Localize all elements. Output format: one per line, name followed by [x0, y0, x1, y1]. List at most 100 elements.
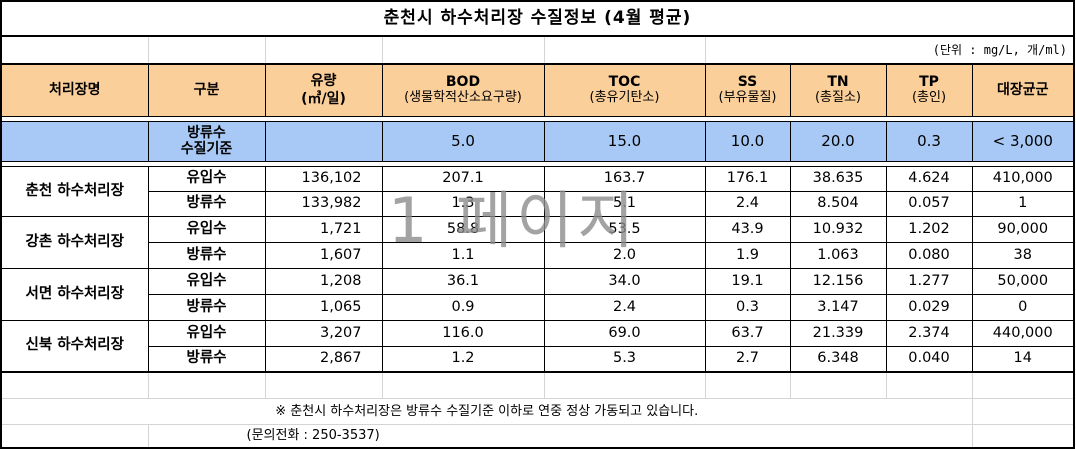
footnote: ※ 춘천시 하수처리장은 방류수 수질기준 이하로 연중 정상 가동되고 있습니…: [0, 397, 973, 425]
coliform-value: 90,000: [971, 215, 1075, 243]
blank-cell: [147, 371, 266, 399]
standard-blank: [0, 120, 149, 162]
standard-coliform: < 3,000: [971, 120, 1075, 162]
tp-value: 4.624: [885, 165, 973, 192]
header-tn: TN (총질소): [789, 63, 887, 117]
tp-value: 1.277: [885, 267, 973, 295]
standard-bod: 5.0: [381, 120, 545, 162]
table-row: 신북 하수처리장 유입수 3,207 116.0 69.0 63.7 21.33…: [0, 319, 1075, 373]
row-kind: 방류수: [147, 241, 266, 269]
ss-value: 1.9: [704, 241, 791, 269]
tp-value: 0.080: [885, 241, 973, 269]
tn-value: 3.147: [789, 293, 887, 321]
flow-value: 133,982: [264, 190, 383, 217]
tn-value: 12.156: [789, 267, 887, 295]
header-bod: BOD (생물학적산소요구량): [381, 63, 545, 117]
blank-cell: [381, 35, 545, 65]
row-kind: 유입수: [147, 319, 266, 347]
plant-name: 서면 하수처리장: [0, 267, 149, 321]
bod-value: 207.1: [381, 165, 545, 192]
row-kind: 방류수: [147, 190, 266, 217]
bod-value: 58.8: [381, 215, 545, 243]
row-kind: 유입수: [147, 267, 266, 295]
plant-name: 강촌 하수처리장: [0, 215, 149, 269]
tp-value: 0.057: [885, 190, 973, 217]
tn-value: 6.348: [789, 345, 887, 373]
flow-value: 2,867: [264, 345, 383, 373]
tp-value: 2.374: [885, 319, 973, 347]
tp-value: 0.040: [885, 345, 973, 373]
bod-value: 0.9: [381, 293, 545, 321]
header-tp: TP (총인): [885, 63, 973, 117]
blank-cell: [147, 35, 266, 65]
ss-value: 19.1: [704, 267, 791, 295]
standard-toc: 15.0: [543, 120, 706, 162]
standard-tn: 20.0: [789, 120, 887, 162]
ss-value: 176.1: [704, 165, 791, 192]
blank-cell: [971, 371, 1075, 399]
contact-info: (문의전화 : 250-3537): [147, 423, 973, 449]
row-kind: 유입수: [147, 215, 266, 243]
coliform-value: 14: [971, 345, 1075, 373]
blank-cell: [543, 35, 706, 65]
flow-value: 136,102: [264, 165, 383, 192]
tp-value: 0.029: [885, 293, 973, 321]
blank-cell: [0, 423, 149, 449]
header-flow: 유량 (㎥/일): [264, 63, 383, 117]
coliform-value: 50,000: [971, 267, 1075, 295]
blank-cell: [264, 35, 383, 65]
ss-value: 63.7: [704, 319, 791, 347]
ss-value: 0.3: [704, 293, 791, 321]
toc-value: 2.4: [543, 293, 706, 321]
blank-cell: [381, 371, 545, 399]
coliform-value: 0: [971, 293, 1075, 321]
coliform-value: 410,000: [971, 165, 1075, 192]
bod-value: 36.1: [381, 267, 545, 295]
tn-value: 8.504: [789, 190, 887, 217]
toc-value: 5.1: [543, 190, 706, 217]
bod-value: 116.0: [381, 319, 545, 347]
flow-value: 1,721: [264, 215, 383, 243]
ss-value: 43.9: [704, 215, 791, 243]
row-kind: 방류수: [147, 345, 266, 373]
coliform-value: 38: [971, 241, 1075, 269]
standard-ss: 10.0: [704, 120, 791, 162]
plant-name: 춘천 하수처리장: [0, 165, 149, 217]
toc-value: 69.0: [543, 319, 706, 347]
table-row: 강촌 하수처리장 유입수 1,721 58.8 53.5 43.9 10.932…: [0, 215, 1075, 269]
blank-cell: [704, 371, 791, 399]
blank-cell: [971, 423, 1075, 449]
flow-value: 1,065: [264, 293, 383, 321]
header-coliform: 대장균군: [971, 63, 1075, 117]
tn-value: 1.063: [789, 241, 887, 269]
blank-cell: [264, 371, 383, 399]
page-title: 춘천시 하수처리장 수질정보 (4월 평균): [0, 0, 1075, 37]
table-row: 서면 하수처리장 유입수 1,208 36.1 34.0 19.1 12.156…: [0, 267, 1075, 321]
table-row: 방류수 133,982 1.3 5.1 2.4 8.504 0.057 1: [1, 190, 1075, 217]
table-row: 방류수 2,867 1.2 5.3 2.7 6.348 0.040 14: [1, 345, 1075, 373]
blank-cell: [0, 35, 149, 65]
header-row: 처리장명 구분 유량 (㎥/일) BOD (생물학적산소요구량) TOC (총유기탄소…: [0, 63, 1075, 117]
header-toc: TOC (총유기탄소): [543, 63, 706, 117]
standard-row: 방류수 수질기준 5.0 15.0 10.0 20.0 0.3 < 3,000: [0, 120, 1075, 162]
bod-value: 1.1: [381, 241, 545, 269]
tn-value: 38.635: [789, 165, 887, 192]
toc-value: 34.0: [543, 267, 706, 295]
contact-row: (문의전화 : 250-3537): [0, 423, 1075, 449]
bod-value: 1.3: [381, 190, 545, 217]
toc-value: 2.0: [543, 241, 706, 269]
ss-value: 2.4: [704, 190, 791, 217]
empty-row: [0, 371, 1075, 399]
note-row: ※ 춘천시 하수처리장은 방류수 수질기준 이하로 연중 정상 가동되고 있습니…: [0, 397, 1075, 425]
blank-cell: [971, 397, 1075, 425]
tn-value: 21.339: [789, 319, 887, 347]
standard-label: 방류수 수질기준: [147, 120, 266, 162]
plant-name: 신북 하수처리장: [0, 319, 149, 373]
blank-cell: [0, 371, 149, 399]
flow-value: 1,607: [264, 241, 383, 269]
table-row: 방류수 1,065 0.9 2.4 0.3 3.147 0.029 0: [1, 293, 1075, 321]
standard-flow: [264, 120, 383, 162]
unit-label: (단위 : mg/L, 개/ml): [704, 35, 1075, 65]
